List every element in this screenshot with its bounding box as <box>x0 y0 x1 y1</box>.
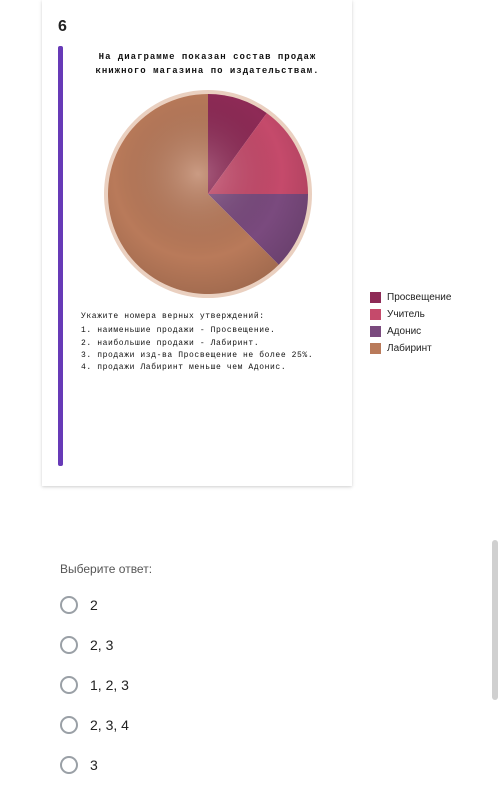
answer-option[interactable]: 2 <box>60 596 152 614</box>
pie-chart <box>81 89 334 299</box>
chart-title: На диаграмме показан состав продаж книжн… <box>81 50 334 79</box>
legend-label: Просвещение <box>387 292 451 303</box>
legend-swatch <box>370 343 381 354</box>
legend-label: Адонис <box>387 326 421 337</box>
scrollbar-thumb[interactable] <box>492 540 498 700</box>
legend-item: Учитель <box>370 309 451 320</box>
legend-label: Лабиринт <box>387 343 432 354</box>
answer-option[interactable]: 3 <box>60 756 152 774</box>
accent-bar <box>58 46 63 466</box>
legend-label: Учитель <box>387 309 425 320</box>
answer-option-label: 1, 2, 3 <box>90 677 129 693</box>
answer-option-label: 2, 3, 4 <box>90 717 129 733</box>
statement-line: 1. наименьшие продажи - Просвещение. <box>81 325 334 337</box>
radio-icon[interactable] <box>60 756 78 774</box>
legend-swatch <box>370 309 381 320</box>
radio-icon[interactable] <box>60 676 78 694</box>
answer-option-label: 2, 3 <box>90 637 113 653</box>
legend-item: Адонис <box>370 326 451 337</box>
radio-icon[interactable] <box>60 636 78 654</box>
radio-icon[interactable] <box>60 716 78 734</box>
answer-option[interactable]: 2, 3, 4 <box>60 716 152 734</box>
statements-header: Укажите номера верных утверждений: <box>81 311 334 323</box>
statements-block: Укажите номера верных утверждений: 1. на… <box>81 311 334 375</box>
legend-item: Просвещение <box>370 292 451 303</box>
answer-option-label: 3 <box>90 757 98 773</box>
question-content: На диаграмме показан состав продаж книжн… <box>71 46 338 466</box>
statement-line: 4. продажи Лабиринт меньше чем Адонис. <box>81 362 334 374</box>
chart-title-line2: книжного магазина по издательствам. <box>81 64 334 78</box>
legend-item: Лабиринт <box>370 343 451 354</box>
radio-icon[interactable] <box>60 596 78 614</box>
statement-line: 3. продажи изд-ва Просвещение не более 2… <box>81 350 334 362</box>
question-number: 6 <box>58 18 338 36</box>
question-card: 6 На диаграмме показан состав продаж кни… <box>42 0 352 486</box>
answers-block: Выберите ответ: 2 2, 3 1, 2, 3 2, 3, 4 3 <box>60 562 152 796</box>
chart-legend: Просвещение Учитель Адонис Лабиринт <box>370 292 451 360</box>
chart-title-line1: На диаграмме показан состав продаж <box>81 50 334 64</box>
question-panel: На диаграмме показан состав продаж книжн… <box>58 46 338 466</box>
answers-prompt: Выберите ответ: <box>60 562 152 576</box>
legend-swatch <box>370 326 381 337</box>
legend-swatch <box>370 292 381 303</box>
pie-shading <box>108 94 308 294</box>
answer-option-label: 2 <box>90 597 98 613</box>
answer-option[interactable]: 1, 2, 3 <box>60 676 152 694</box>
answer-option[interactable]: 2, 3 <box>60 636 152 654</box>
statement-line: 2. наибольшие продажи - Лабиринт. <box>81 338 334 350</box>
